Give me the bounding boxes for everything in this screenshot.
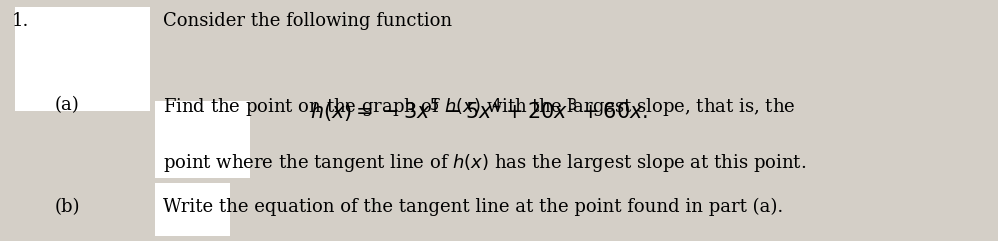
Text: Consider the following function: Consider the following function: [163, 12, 452, 30]
Text: $h(x) = -3x^5 - 5x^4 + 20x^3 + 60x.$: $h(x) = -3x^5 - 5x^4 + 20x^3 + 60x.$: [310, 96, 648, 125]
Text: point where the tangent line of $h(x)$ has the largest slope at this point.: point where the tangent line of $h(x)$ h…: [163, 152, 806, 174]
Text: (b): (b): [55, 198, 81, 216]
Text: Write the equation of the tangent line at the point found in part (a).: Write the equation of the tangent line a…: [163, 198, 782, 216]
Text: (a): (a): [55, 96, 80, 114]
Text: Find the point on the graph of $h(x)$ with the largest slope, that is, the: Find the point on the graph of $h(x)$ wi…: [163, 96, 795, 118]
FancyBboxPatch shape: [15, 7, 150, 111]
Text: 1.: 1.: [12, 12, 29, 30]
FancyBboxPatch shape: [155, 101, 250, 178]
FancyBboxPatch shape: [155, 183, 230, 236]
